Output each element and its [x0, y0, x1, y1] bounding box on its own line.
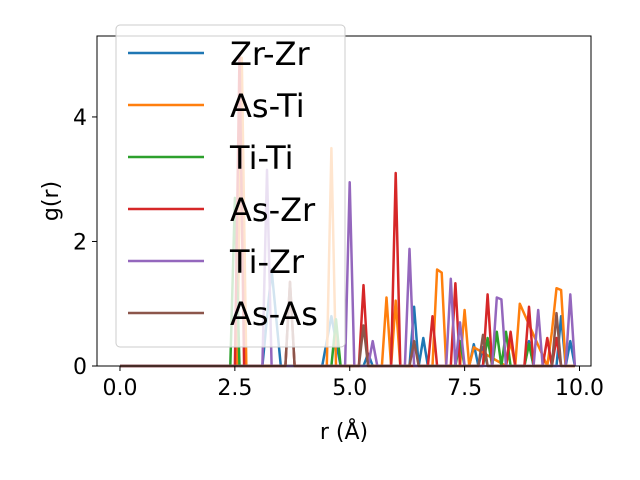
series-line-ti-zr: [120, 168, 577, 368]
x-tick-label: 2.5: [217, 376, 252, 401]
y-axis: 0 2 4: [73, 106, 97, 380]
legend: Zr-Zr As-Ti Ti-Ti As-Zr Ti-Zr As-As: [115, 24, 346, 348]
y-axis-label: g(r): [39, 181, 64, 221]
x-tick-label: 0.0: [102, 376, 137, 401]
legend-label-zr-zr: Zr-Zr: [230, 35, 311, 73]
x-tick-label: 5.0: [332, 376, 367, 401]
legend-label-as-ti: As-Ti: [230, 87, 305, 125]
x-tick-label: 10.0: [555, 376, 604, 401]
x-tick-label: 7.5: [447, 376, 482, 401]
legend-label-as-zr: As-Zr: [230, 191, 316, 229]
legend-label-ti-ti: Ti-Ti: [229, 139, 294, 177]
y-tick-label: 0: [73, 355, 87, 380]
y-tick-label: 4: [73, 106, 87, 131]
x-axis: 0.0 2.5 5.0 7.5 10.0: [102, 366, 604, 401]
legend-label-as-as: As-As: [230, 295, 318, 333]
y-tick-label: 2: [73, 230, 87, 255]
legend-label-ti-zr: Ti-Zr: [229, 243, 305, 281]
x-axis-label: r (Å): [320, 418, 368, 445]
